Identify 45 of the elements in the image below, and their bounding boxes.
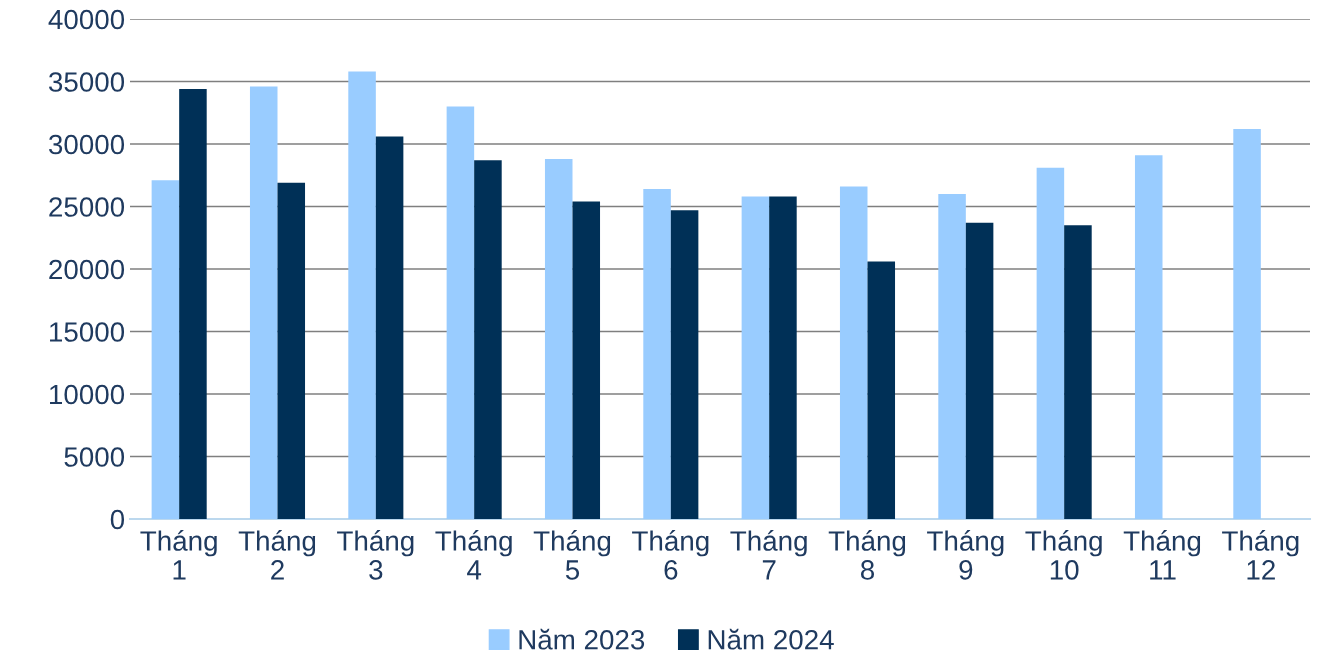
bar — [474, 160, 502, 519]
bar — [965, 222, 994, 519]
x-tick-label: Tháng 8 — [828, 530, 906, 580]
x-tick-label: Tháng 1 — [140, 530, 217, 580]
bar — [867, 261, 896, 519]
bar — [1036, 167, 1065, 519]
legend-label: Năm 2024 — [708, 628, 834, 650]
bar — [277, 182, 306, 519]
bar — [938, 194, 966, 519]
bar — [670, 210, 699, 519]
y-tick-label: 15000 — [50, 322, 125, 342]
bar — [446, 106, 475, 519]
bar — [643, 189, 671, 519]
bar — [348, 71, 376, 519]
y-tick-label: 10000 — [50, 384, 125, 405]
y-tick-label: 35000 — [48, 72, 125, 92]
x-tick-label: Tháng 12 — [1222, 530, 1299, 580]
x-tick-label: Tháng 7 — [730, 530, 807, 580]
x-tick-label: Tháng 9 — [927, 530, 1004, 580]
bar — [179, 89, 207, 519]
bar — [375, 136, 404, 519]
bar — [249, 86, 278, 519]
bar — [839, 186, 868, 519]
bar — [1134, 155, 1163, 519]
legend-label: Năm 2023 — [519, 628, 645, 650]
bar — [572, 201, 601, 519]
bar — [741, 196, 770, 519]
x-tick-label: Tháng 5 — [533, 530, 611, 580]
x-tick-label: Tháng 3 — [337, 530, 414, 580]
x-tick-label: Tháng 2 — [238, 530, 316, 580]
y-tick-label: 25000 — [49, 197, 125, 217]
y-tick-label: 0 — [110, 509, 125, 530]
bar — [151, 180, 180, 519]
x-tick-label: Tháng 4 — [435, 530, 512, 580]
x-tick-label: Tháng 10 — [1025, 530, 1102, 580]
y-tick-label: 20000 — [49, 259, 125, 280]
bar — [1233, 129, 1261, 519]
bar — [544, 159, 573, 519]
y-tick-label: 5000 — [64, 447, 125, 467]
bar — [1064, 225, 1092, 519]
bar — [769, 196, 797, 519]
x-tick-label: Tháng 11 — [1123, 530, 1201, 580]
x-tick-label: Tháng 6 — [632, 530, 709, 580]
y-tick-label: 30000 — [48, 134, 125, 155]
y-tick-label: 40000 — [48, 9, 125, 30]
